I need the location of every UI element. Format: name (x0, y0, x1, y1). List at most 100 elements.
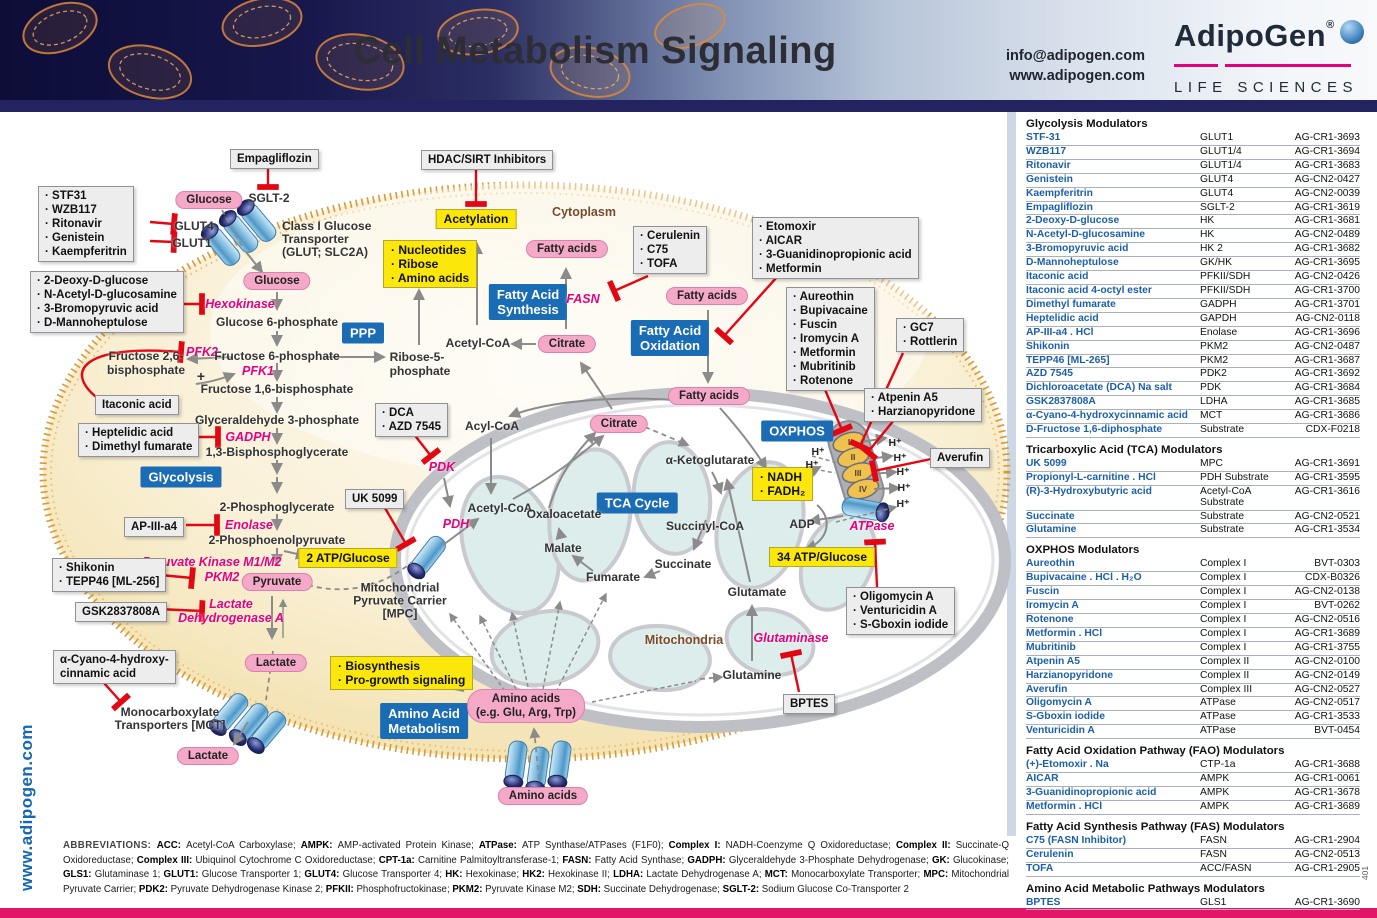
inhibitor-box-hdac[interactable]: HDAC/SIRT Inhibitors (421, 150, 554, 170)
product-name-link[interactable]: Fuscin (1026, 586, 1060, 598)
product-name-link[interactable]: AICAR (1026, 773, 1059, 785)
product-name-link[interactable]: (R)-3-Hydroxybutyric acid (1026, 485, 1152, 497)
product-target: GLUT1 (1200, 132, 1234, 143)
inhibitor-box-uk5099[interactable]: UK 5099 (345, 489, 405, 509)
inhibitor-box-complex1[interactable]: · Aureothin · Bupivacaine · Fuscin · Iro… (786, 287, 875, 391)
product-name-link[interactable]: Oligomycin A (1026, 697, 1092, 709)
product-name-link[interactable]: (+)-Etomoxir . Na (1026, 759, 1109, 771)
atp2-box: 2 ATP/Glucose (298, 548, 398, 568)
table-row: Dichloroacetate (DCA) Na salt PDK AG-CR1-3… (1026, 382, 1360, 397)
inhibitor-box-empagliflozin[interactable]: Empagliflozin (230, 149, 319, 169)
product-name-link[interactable]: GSK2837808A (1026, 396, 1096, 408)
label-glut4: GLUT4 (174, 219, 214, 233)
inhibitor-box-averufin[interactable]: Averufin (930, 448, 991, 468)
inhibitor-label: · Harzianopyridone (871, 406, 976, 418)
inhibitor-box-ap3a4[interactable]: AP-III-a4 (124, 517, 185, 537)
abbreviation-key: PFKII: (325, 883, 357, 895)
product-catalog-number: AG-CN2-0489 (1294, 229, 1360, 241)
product-catalog-number: CDX-B0326 (1305, 572, 1360, 584)
product-name-link[interactable]: 3-Guanidinopropionic acid (1026, 786, 1157, 798)
product-name-link[interactable]: Itaconic acid (1026, 271, 1089, 283)
inhibitor-box-chc[interactable]: α-Cyano-4-hydroxy- cinnamic acid (53, 650, 176, 684)
label-hplus: H⁺ (896, 466, 910, 478)
product-target: GK/HK (1200, 257, 1233, 269)
product-name-link[interactable]: Heptelidic acid (1026, 312, 1099, 324)
product-name-link[interactable]: BPTES (1026, 896, 1061, 908)
inhibitor-box-fao[interactable]: · Etomoxir · AICAR · 3-Guanidinopropioni… (752, 217, 919, 279)
product-name-link[interactable]: Kaempferitrin (1026, 187, 1093, 199)
product-name-link[interactable]: C75 (FASN Inhibitor) (1026, 834, 1127, 846)
product-name-link[interactable]: Propionyl-L-carnitine . HCl (1026, 471, 1156, 483)
product-name-link[interactable]: Metformin . HCl (1026, 800, 1103, 812)
inhibitor-box-pkm2[interactable]: · Shikonin · TEPP46 [ML-256] (52, 558, 167, 592)
inhibitor-box-fasn[interactable]: · Cerulenin · C75 · TOFA (633, 226, 708, 274)
product-name-link[interactable]: N-Acetyl-D-glucosamine (1026, 229, 1146, 241)
product-name-link[interactable]: Shikonin (1026, 340, 1070, 352)
product-name-link[interactable]: Aureothin (1026, 558, 1075, 570)
inhibitor-label: · Kaempferitrin (45, 246, 127, 258)
table-row: Harzianopyridone Complex II AG-CN2-0149 (1026, 670, 1360, 684)
table-section-title: Fatty Acid Oxidation Pathway (FAO) Modul… (1026, 745, 1285, 758)
product-name-link[interactable]: Metformin . HCl (1026, 627, 1103, 639)
product-name-link[interactable]: 3-Bromopyruvic acid (1026, 243, 1129, 255)
product-name-link[interactable]: Itaconic acid 4-octyl ester (1026, 284, 1152, 296)
product-name-link[interactable]: TOFA (1026, 862, 1054, 874)
nadh-fadh2-box: · NADH · FADH₂ (752, 467, 814, 501)
label-hplus: H⁺ (897, 482, 911, 494)
product-name-link[interactable]: AP-III-a4 . HCl (1026, 326, 1094, 338)
product-name-link[interactable]: Dimethyl fumarate (1026, 298, 1116, 310)
product-name-link[interactable]: D-Mannoheptulose (1026, 257, 1119, 269)
product-name-link[interactable]: Succinate (1026, 510, 1075, 522)
contact-web[interactable]: www.adipogen.com (1009, 68, 1145, 84)
product-name-link[interactable]: Bupivacaine . HCl . H₂O (1026, 572, 1142, 584)
product-name-link[interactable]: 2-Deoxy-D-glucose (1026, 215, 1120, 227)
contact-info: info@adipogen.com www.adipogen.com (985, 46, 1145, 86)
product-name-link[interactable]: D-Fructose 1,6-diphosphate (1026, 424, 1163, 436)
product-target: ATPase (1200, 697, 1236, 709)
inhibitor-box-itaconic[interactable]: Itaconic acid (95, 395, 179, 415)
inhibitor-box-gadph[interactable]: · Heptelidic acid · Dimethyl fumarate (78, 423, 200, 457)
product-name-link[interactable]: Atpenin A5 (1026, 655, 1080, 667)
pathway-box-fatty-acid-synthesis: Fatty Acid Synthesis (488, 284, 568, 320)
product-name-link[interactable]: S-Gboxin iodide (1026, 711, 1105, 723)
inhibitor-box-dca[interactable]: · DCA · AZD 7545 (375, 403, 449, 437)
inhibitor-box-gc7[interactable]: · GC7 · Rottlerin (896, 318, 965, 352)
product-target: GLS1 (1200, 896, 1227, 908)
product-name-link[interactable]: α-Cyano-4-hydroxycinnamic acid (1026, 410, 1188, 422)
table-row: Empagliflozin SGLT-2 AG-CR1-3619 (1026, 202, 1360, 216)
product-name-link[interactable]: Harzianopyridone (1026, 669, 1113, 681)
product-name-link[interactable]: TEPP46 [ML-265] (1026, 354, 1110, 366)
inhibitor-box-gsk[interactable]: GSK2837808A (75, 602, 167, 622)
product-name-link[interactable]: Dichloroacetate (DCA) Na salt (1026, 382, 1172, 394)
pathway-box-fatty-acid-oxidation: Fatty Acid Oxidation (630, 320, 710, 356)
abbreviation-key: SDH: (577, 883, 604, 895)
contact-email[interactable]: info@adipogen.com (1006, 48, 1145, 64)
product-name-link[interactable]: Cerulenin (1026, 848, 1074, 860)
product-name-link[interactable]: Ritonavir (1026, 159, 1071, 171)
product-name-link[interactable]: Genistein (1026, 173, 1073, 185)
product-name-link[interactable]: WZB117 (1026, 145, 1067, 157)
product-name-link[interactable]: Iromycin A (1026, 600, 1079, 612)
product-name-link[interactable]: AZD 7545 (1026, 368, 1073, 380)
product-name-link[interactable]: Glutamine (1026, 524, 1077, 536)
product-name-link[interactable]: STF-31 (1026, 132, 1061, 143)
label-hplus: H⁺ (896, 498, 910, 510)
product-name-link[interactable]: Empagliflozin (1026, 201, 1093, 213)
inhibitor-box-bptes[interactable]: BPTES (783, 694, 836, 714)
product-name-link[interactable]: Averufin (1026, 683, 1068, 695)
label-complex-2: II (850, 452, 856, 462)
inhibitor-box-glut[interactable]: · STF31 · WZB117 · Ritonavir · Genistein… (38, 186, 134, 262)
inhibitor-box-atpase[interactable]: · Oligomycin A · Venturicidin A · S-Gbox… (846, 587, 956, 635)
inhibitor-label: GSK2837808A (82, 606, 160, 618)
product-catalog-number: AG-CN2-0513 (1294, 848, 1360, 860)
label-pep: 2-Phosphoenolpyruvate (208, 533, 346, 547)
table-row: 3-Guanidinopropionic acid AMPK AG-CR1-3678 (1026, 787, 1360, 801)
product-name-link[interactable]: Mubritinib (1026, 641, 1076, 653)
inhibitor-box-hexokinase[interactable]: · 2-Deoxy-D-glucose · N-Acetyl-D-glucosa… (30, 271, 184, 333)
product-name-link[interactable]: Venturicidin A (1026, 725, 1095, 737)
label-13bpg: 1,3-Bisphosphoglycerate (205, 445, 349, 459)
product-name-link[interactable]: UK 5099 (1026, 457, 1067, 469)
enzyme-ldha: Lactate Dehydrogenase A (178, 597, 284, 625)
inhibitor-box-atpenin[interactable]: · Atpenin A5 · Harzianopyridone (864, 388, 983, 422)
product-name-link[interactable]: Rotenone (1026, 614, 1074, 625)
